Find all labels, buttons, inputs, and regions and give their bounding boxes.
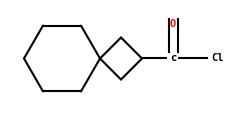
Text: Cl: Cl bbox=[211, 53, 223, 64]
Text: c: c bbox=[170, 53, 176, 64]
Text: O: O bbox=[170, 19, 176, 29]
